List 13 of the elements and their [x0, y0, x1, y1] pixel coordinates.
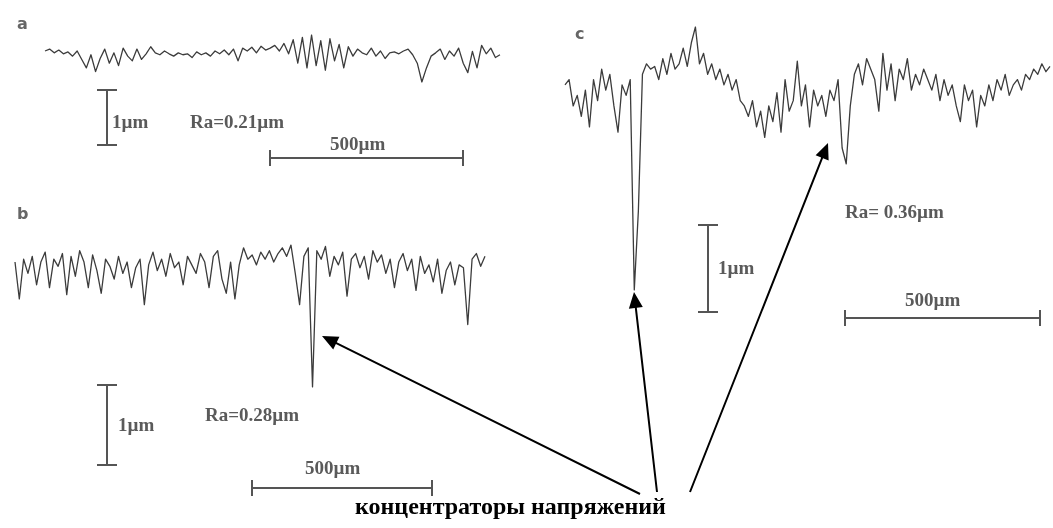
chart-title: c [575, 23, 585, 43]
text: 1µm [112, 111, 149, 132]
text: 1µm [118, 414, 155, 435]
text: 500µm [305, 457, 361, 478]
annotation: 1µm [718, 257, 755, 278]
annotation: Ra= 0.36µm [845, 201, 944, 222]
text: концентраторы напряжений [355, 493, 666, 519]
text: 500µm [330, 133, 386, 154]
chart-title: a [17, 13, 28, 33]
annotation: 500µm [905, 289, 961, 310]
text: Ra=0.28µm [205, 404, 300, 425]
chart-title: b [17, 203, 29, 223]
text: Ra=0.21µm [190, 111, 285, 132]
